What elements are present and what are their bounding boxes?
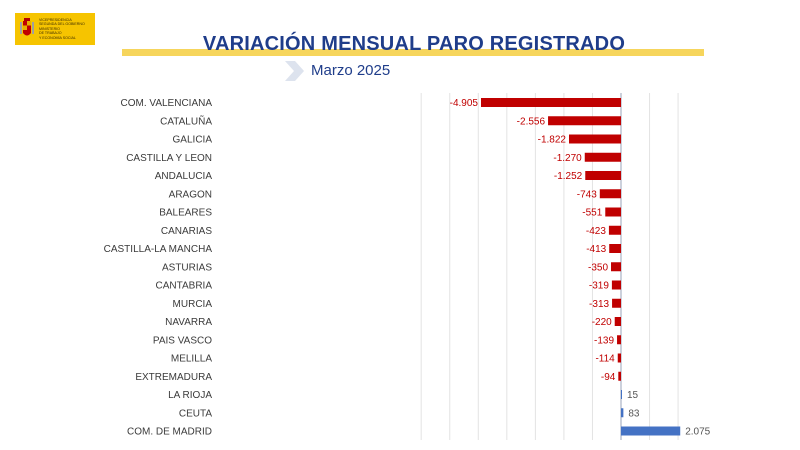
data-label: -4.905	[450, 98, 479, 109]
category-label: PAIS VASCO	[153, 335, 212, 346]
category-label: COM. VALENCIANA	[121, 98, 213, 109]
title-underline	[122, 49, 704, 56]
bar	[621, 390, 622, 399]
data-label: -743	[577, 189, 597, 200]
bar	[617, 335, 621, 345]
category-label: CASTILLA-LA MANCHA	[104, 244, 213, 255]
coat-of-arms-icon	[19, 17, 35, 41]
category-label: ASTURIAS	[162, 262, 212, 273]
bar	[611, 280, 621, 290]
bar	[611, 262, 621, 272]
bar	[609, 244, 621, 253]
logo-line: VICEPRESIDENCIA	[39, 17, 72, 22]
chevron-right-icon	[285, 61, 304, 81]
logo-line: MINISTERIO	[39, 26, 60, 31]
category-label: GALICIA	[173, 135, 213, 146]
bar	[605, 207, 621, 217]
data-label: -350	[588, 262, 608, 273]
data-label: -2.556	[517, 116, 546, 127]
data-label: -423	[586, 226, 606, 237]
data-label: -139	[594, 335, 614, 346]
data-label: 2.075	[685, 427, 710, 438]
category-label: CANARIAS	[161, 226, 212, 237]
bar	[617, 353, 621, 363]
data-label: -1.822	[538, 135, 567, 146]
category-label: NAVARRA	[165, 317, 212, 328]
data-label: -551	[582, 208, 602, 219]
bar	[621, 408, 624, 418]
data-label: -313	[589, 299, 609, 310]
logo-line: Y ECONOMÍA SOCIAL	[39, 35, 76, 40]
category-label: BALEARES	[159, 208, 212, 219]
bar	[585, 171, 621, 180]
page-subtitle: Marzo 2025	[311, 62, 391, 79]
category-label: CASTILLA Y LEON	[126, 153, 212, 164]
category-label: MELILLA	[171, 354, 212, 365]
category-label: CANTABRIA	[156, 281, 213, 292]
bar	[481, 98, 621, 107]
data-label: -220	[592, 317, 612, 328]
category-label: CATALUÑA	[160, 114, 212, 127]
data-label: -114	[595, 354, 615, 365]
bar	[618, 371, 621, 381]
category-label: MURCIA	[173, 299, 213, 310]
category-label: ARAGON	[169, 189, 212, 200]
bar	[614, 317, 621, 326]
bar	[608, 225, 621, 235]
category-label: COM. DE MADRID	[127, 427, 212, 438]
bar	[621, 426, 681, 436]
government-logo: VICEPRESIDENCIA SEGUNDA DEL GOBIERNO MIN…	[15, 13, 95, 45]
data-label: -94	[601, 372, 616, 383]
logo-line: DE TRABAJO	[39, 31, 62, 36]
data-label: -413	[586, 244, 606, 255]
bar	[568, 134, 621, 144]
category-label: CEUTA	[179, 408, 212, 419]
data-label: -1.270	[553, 153, 582, 164]
data-label: -1.252	[554, 171, 583, 182]
bar	[584, 152, 621, 162]
data-label: 15	[627, 390, 639, 401]
category-label: ANDALUCIA	[155, 171, 213, 182]
data-label: 83	[628, 408, 640, 419]
category-label: LA RIOJA	[168, 390, 212, 401]
page-title: VARIACIÓN MENSUAL PARO REGISTRADO	[202, 33, 626, 55]
bar	[548, 116, 621, 126]
data-label: -319	[589, 281, 609, 292]
bar	[599, 189, 621, 199]
ministry-name: VICEPRESIDENCIA SEGUNDA DEL GOBIERNO MIN…	[39, 18, 91, 40]
category-label: EXTREMADURA	[135, 372, 212, 383]
logo-line: SEGUNDA DEL GOBIERNO	[39, 22, 85, 27]
bar	[612, 298, 621, 308]
